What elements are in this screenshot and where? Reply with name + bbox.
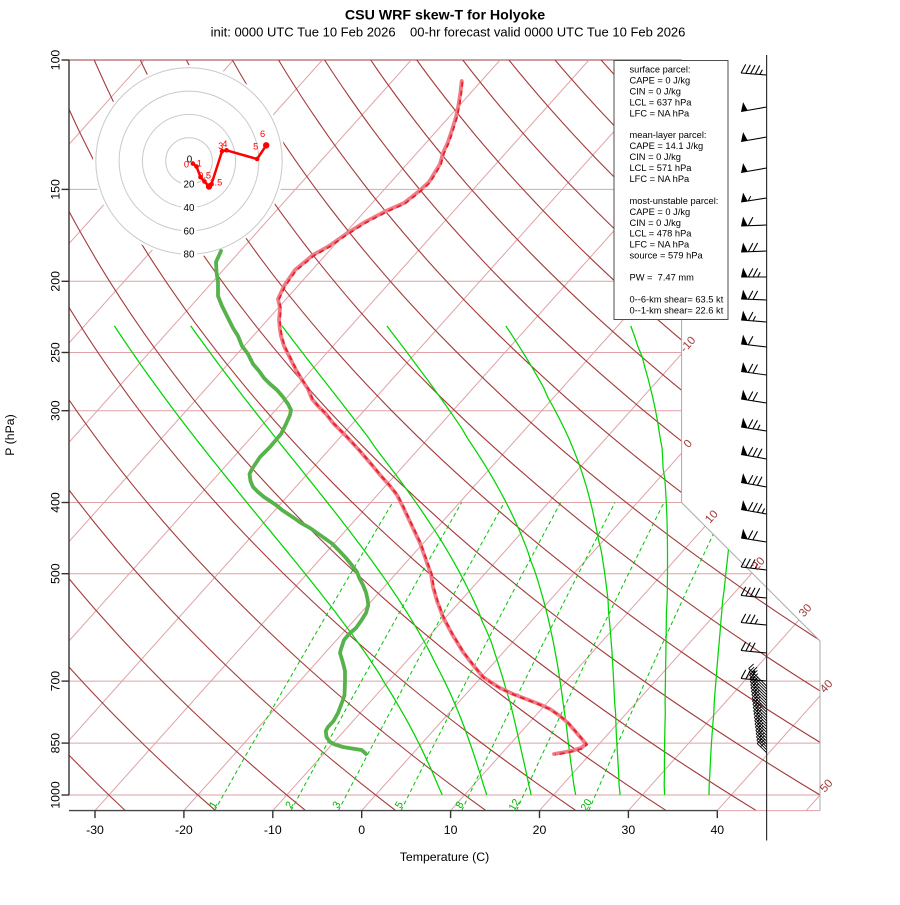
svg-text:150: 150 bbox=[49, 179, 63, 200]
svg-text:LFC = NA hPa: LFC = NA hPa bbox=[630, 240, 691, 250]
svg-text:5: 5 bbox=[253, 142, 258, 152]
svg-text:CAPE = 0 J/kg: CAPE = 0 J/kg bbox=[630, 207, 691, 217]
svg-text:200: 200 bbox=[49, 271, 63, 292]
svg-text:40: 40 bbox=[710, 823, 724, 837]
svg-text:0: 0 bbox=[184, 160, 189, 170]
svg-text:CAPE = 14.1 J/kg: CAPE = 14.1 J/kg bbox=[630, 141, 704, 151]
svg-text:700: 700 bbox=[49, 671, 63, 692]
svg-text:LCL = 571 hPa: LCL = 571 hPa bbox=[630, 163, 693, 173]
svg-text:250: 250 bbox=[49, 342, 63, 363]
svg-text:P (hPa): P (hPa) bbox=[3, 414, 17, 455]
svg-text:source = 579 hPa: source = 579 hPa bbox=[630, 251, 704, 261]
svg-text:PW = 7.47 mm: PW = 7.47 mm bbox=[630, 273, 695, 283]
svg-text:850: 850 bbox=[49, 733, 63, 754]
svg-text:Temperature (C): Temperature (C) bbox=[400, 850, 490, 864]
svg-text:0--6-km shear= 63.5 kt: 0--6-km shear= 63.5 kt bbox=[630, 294, 724, 304]
svg-text:-20: -20 bbox=[175, 823, 193, 837]
svg-text:20: 20 bbox=[184, 180, 195, 191]
svg-text:most-unstable parcel:: most-unstable parcel: bbox=[630, 196, 719, 206]
svg-text:1000: 1000 bbox=[49, 781, 63, 809]
svg-text:CIN = 0 J/kg: CIN = 0 J/kg bbox=[630, 86, 681, 96]
svg-text:LCL = 478 hPa: LCL = 478 hPa bbox=[630, 229, 693, 239]
svg-text:CIN = 0 J/kg: CIN = 0 J/kg bbox=[630, 218, 681, 228]
svg-text:-10: -10 bbox=[264, 823, 282, 837]
svg-text:-30: -30 bbox=[86, 823, 104, 837]
svg-text:1: 1 bbox=[197, 158, 202, 168]
svg-text:60: 60 bbox=[184, 226, 195, 237]
svg-text:300: 300 bbox=[49, 400, 63, 421]
svg-text:400: 400 bbox=[49, 492, 63, 513]
svg-text:1.5: 1.5 bbox=[209, 177, 222, 187]
svg-text:0--1-km shear= 22.6 kt: 0--1-km shear= 22.6 kt bbox=[630, 305, 724, 315]
svg-text:6: 6 bbox=[260, 129, 265, 139]
svg-text:500: 500 bbox=[49, 563, 63, 584]
svg-text:100: 100 bbox=[49, 50, 63, 71]
svg-text:LFC = NA hPa: LFC = NA hPa bbox=[630, 174, 691, 184]
svg-text:init: 0000 UTC Tue 10 Feb 2026: init: 0000 UTC Tue 10 Feb 2026 00-hr for… bbox=[211, 25, 686, 40]
svg-text:CSU WRF skew-T for Holyoke: CSU WRF skew-T for Holyoke bbox=[345, 8, 545, 24]
svg-text:20: 20 bbox=[533, 823, 547, 837]
svg-text:CAPE = 0 J/kg: CAPE = 0 J/kg bbox=[630, 76, 691, 86]
svg-text:10: 10 bbox=[444, 823, 458, 837]
svg-text:30: 30 bbox=[622, 823, 636, 837]
svg-text:40: 40 bbox=[184, 203, 195, 214]
svg-text:LCL = 637 hPa: LCL = 637 hPa bbox=[630, 97, 693, 107]
svg-text:mean-layer parcel:: mean-layer parcel: bbox=[630, 130, 707, 140]
svg-text:4: 4 bbox=[222, 139, 227, 149]
svg-text:80: 80 bbox=[184, 250, 195, 261]
svg-text:0: 0 bbox=[358, 823, 365, 837]
svg-text:LFC = NA hPa: LFC = NA hPa bbox=[630, 108, 691, 118]
svg-text:CIN = 0 J/kg: CIN = 0 J/kg bbox=[630, 152, 681, 162]
svg-text:surface parcel:: surface parcel: bbox=[630, 65, 691, 75]
